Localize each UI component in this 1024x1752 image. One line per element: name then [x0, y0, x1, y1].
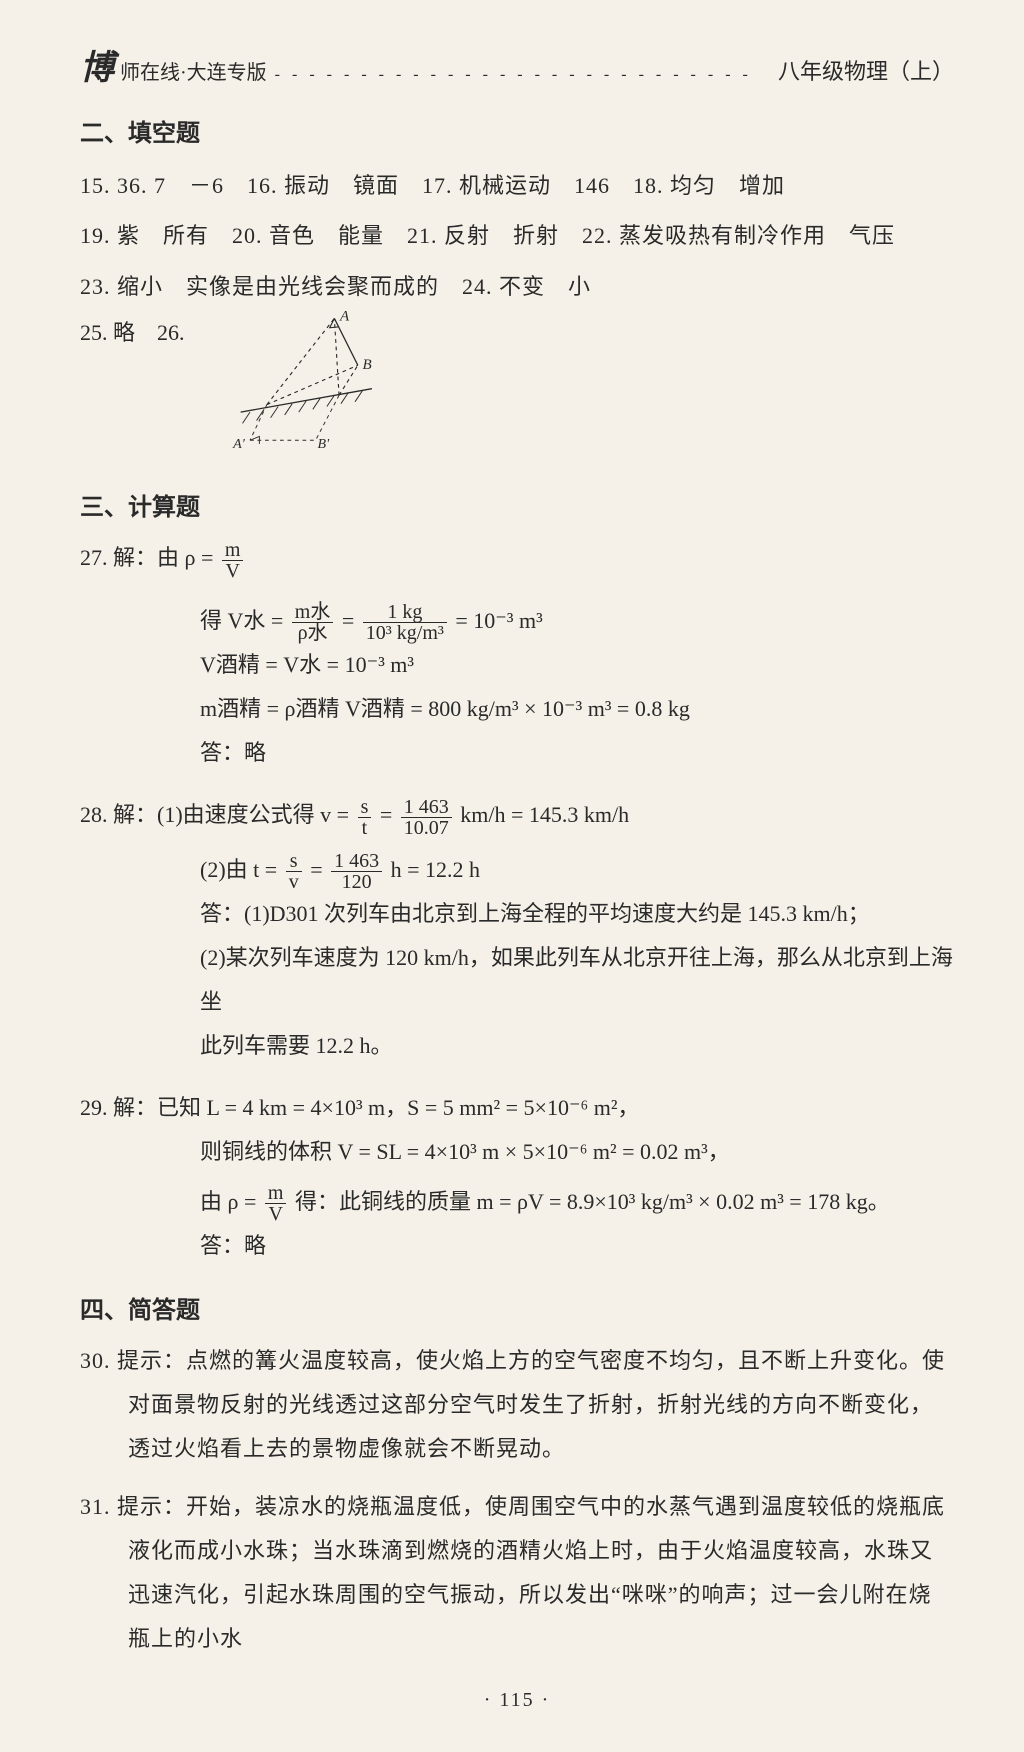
q28-line2: (2)由 t = s v = 1 463 120 h = 12.2 h — [200, 848, 954, 892]
q29-block: 29. 解：已知 L = 4 km = 4×10³ m，S = 5 mm² = … — [80, 1086, 954, 1268]
denominator: v — [286, 872, 302, 892]
section-calc-title: 三、计算题 — [80, 487, 954, 522]
denominator: V — [265, 1204, 287, 1224]
label-a-prime: A' — [232, 436, 246, 452]
q25-row: 25. 略 26. — [80, 315, 954, 465]
denominator: 10.07 — [401, 818, 452, 838]
fraction: 1 463 120 — [331, 851, 382, 892]
numerator: m水 — [292, 602, 334, 623]
numerator: s — [358, 797, 372, 818]
q31-para: 31. 提示：开始，装凉水的烧瓶温度低，使周围空气中的水蒸气遇到温度较低的烧瓶底… — [80, 1485, 954, 1661]
q29-line1: 29. 解：已知 L = 4 km = 4×10³ m，S = 5 mm² = … — [80, 1086, 954, 1130]
fill-line: 15. 36. 7 －6 16. 振动 镜面 17. 机械运动 146 18. … — [80, 162, 954, 210]
text: 得 V水 = — [200, 608, 289, 633]
numerator: m — [265, 1183, 287, 1204]
brand-subtitle: 师在线·大连专版 — [120, 56, 267, 85]
fraction: m V — [265, 1183, 287, 1224]
text: 得：此铜线的质量 m = ρV = 8.9×10³ kg/m³ × 0.02 m… — [295, 1189, 890, 1214]
q30-para: 30. 提示：点燃的篝火温度较高，使火焰上方的空气密度不均匀，且不断上升变化。使… — [80, 1339, 954, 1471]
fraction: 1 kg 10³ kg/m³ — [363, 602, 447, 643]
fraction: s v — [286, 851, 302, 892]
q27-line3: V酒精 = V水 = 10⁻³ m³ — [200, 643, 954, 687]
page-header: 博 师在线·大连专版 - - - - - - - - - - - - - - -… — [80, 40, 954, 89]
reflection-diagram-svg: A B A' B' — [225, 309, 425, 459]
page: 博 师在线·大连专版 - - - - - - - - - - - - - - -… — [0, 0, 1024, 1752]
text: = — [310, 857, 328, 882]
q29-line3: 由 ρ = m V 得：此铜线的质量 m = ρV = 8.9×10³ kg/m… — [200, 1180, 954, 1224]
q27-line2: 得 V水 = m水 ρ水 = 1 kg 10³ kg/m³ = 10⁻³ m³ — [200, 599, 954, 643]
numerator: s — [286, 851, 302, 872]
denominator: 120 — [331, 872, 382, 892]
denominator: 10³ kg/m³ — [363, 623, 447, 643]
q27-line4: m酒精 = ρ酒精 V酒精 = 800 kg/m³ × 10⁻³ m³ = 0.… — [200, 687, 954, 731]
numerator: 1 463 — [331, 851, 382, 872]
fraction: 1 463 10.07 — [401, 797, 452, 838]
text: = — [380, 802, 398, 827]
fraction: s t — [358, 797, 372, 838]
header-divider: - - - - - - - - - - - - - - - - - - - - … — [267, 66, 778, 84]
q28-line4: (2)某次列车速度为 120 km/h，如果此列车从北京开往上海，那么从北京到上… — [200, 936, 954, 1024]
q28-block: 28. 解：(1)由速度公式得 v = s t = 1 463 10.07 km… — [80, 793, 954, 1068]
text: 27. 解：由 ρ = — [80, 545, 219, 570]
text: h = 12.2 h — [391, 857, 480, 882]
brand-logo: 博 — [80, 40, 116, 89]
fraction: m水 ρ水 — [292, 602, 334, 643]
numerator: 1 463 — [401, 797, 452, 818]
q29-line2: 则铜线的体积 V = SL = 4×10³ m × 5×10⁻⁶ m² = 0.… — [200, 1130, 954, 1174]
q30-text: 30. 提示：点燃的篝火温度较高，使火焰上方的空气密度不均匀，且不断上升变化。使… — [80, 1339, 954, 1471]
numerator: 1 kg — [363, 602, 447, 623]
text: = — [342, 608, 360, 633]
text: km/h = 145.3 km/h — [460, 802, 629, 827]
text: 由 ρ = — [200, 1189, 262, 1214]
q27-line5: 答：略 — [200, 731, 954, 775]
section-fill-title: 二、填空题 — [80, 113, 954, 148]
numerator: m — [222, 540, 244, 561]
label-b-prime: B' — [317, 436, 330, 452]
q25-text: 25. 略 26. — [80, 315, 185, 347]
q28-line1: 28. 解：(1)由速度公式得 v = s t = 1 463 10.07 km… — [80, 793, 954, 837]
grade-label: 八年级物理（上） — [778, 54, 954, 86]
denominator: t — [358, 818, 372, 838]
page-number: · 115 · — [80, 1689, 954, 1712]
text: (2)由 t = — [200, 857, 283, 882]
q27-block: 27. 解：由 ρ = m V 得 V水 = m水 ρ水 = 1 kg 10³ … — [80, 536, 954, 775]
q28-line3: 答：(1)D301 次列车由北京到上海全程的平均速度大约是 145.3 km/h… — [200, 892, 954, 936]
fraction: m V — [222, 540, 244, 581]
text: 28. 解：(1)由速度公式得 v = — [80, 802, 355, 827]
section-short-title: 四、简答题 — [80, 1290, 954, 1325]
denominator: ρ水 — [292, 623, 334, 643]
q29-line4: 答：略 — [200, 1224, 954, 1268]
fill-line: 19. 紫 所有 20. 音色 能量 21. 反射 折射 22. 蒸发吸热有制冷… — [80, 212, 954, 260]
denominator: V — [222, 561, 244, 581]
label-b: B — [362, 357, 371, 373]
q26-diagram: A B A' B' — [225, 309, 425, 465]
fill-line: 23. 缩小 实像是由光线会聚而成的 24. 不变 小 — [80, 263, 954, 311]
q28-line5: 此列车需要 12.2 h。 — [200, 1024, 954, 1068]
text: = 10⁻³ m³ — [455, 608, 542, 633]
q27-line1: 27. 解：由 ρ = m V — [80, 536, 954, 580]
label-a: A — [339, 309, 350, 324]
q31-text: 31. 提示：开始，装凉水的烧瓶温度低，使周围空气中的水蒸气遇到温度较低的烧瓶底… — [80, 1485, 954, 1661]
